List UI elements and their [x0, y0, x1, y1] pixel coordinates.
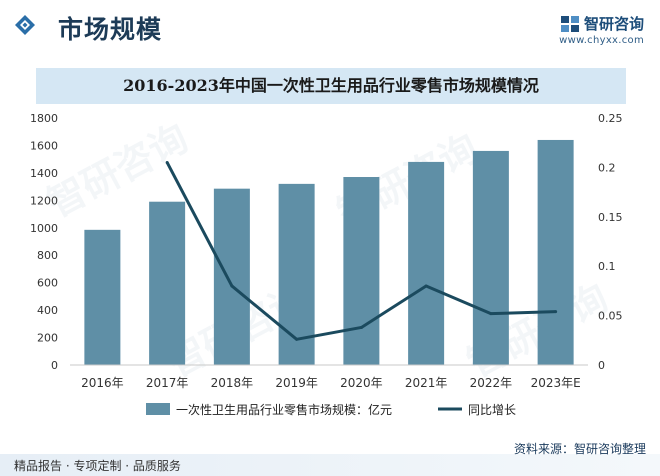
bars: [84, 139, 574, 365]
x-tick-label: 2016年: [81, 376, 124, 390]
y-tick-label-left: 1200: [30, 194, 58, 207]
bar-3: [278, 183, 315, 365]
bar-4: [343, 177, 380, 365]
y-tick-label-left: 1400: [30, 167, 58, 180]
legend-line-label: 同比增长: [468, 403, 516, 417]
y-tick-label-left: 1600: [30, 139, 58, 152]
growth-point-7: [554, 310, 558, 314]
footer-slogan: 精品报告 · 专项定制 · 品质服务: [14, 459, 181, 473]
chart-title: 2016-2023年中国一次性卫生用品行业零售市场规模情况: [123, 76, 539, 95]
brand-name: 智研咨询: [583, 15, 644, 33]
brand: 智研咨询 www.chyxx.com: [559, 13, 644, 46]
brand-logo-icon: [560, 15, 579, 32]
right-axis: 0 0.05 0.1 0.15 0.2 0.25: [598, 112, 623, 372]
bar-1: [149, 201, 186, 365]
x-tick-label: 2019年: [275, 376, 318, 390]
y-tick-label-right: 0.1: [598, 260, 616, 273]
y-tick-label-left: 1000: [30, 222, 58, 235]
legend-bar-label: 一次性卫生用品行业零售市场规模：亿元: [176, 402, 392, 417]
y-tick-label-right: 0.15: [598, 211, 623, 224]
y-tick-label-right: 0.25: [598, 112, 623, 125]
x-tick-label: 2022年: [470, 376, 513, 390]
bar-0: [84, 229, 121, 365]
section-title: 市场规模: [58, 15, 163, 44]
bar-2: [213, 188, 250, 365]
x-tick-label: 2017年: [146, 376, 189, 390]
growth-point-6: [489, 312, 493, 316]
y-tick-label-right: 0.2: [598, 161, 616, 174]
growth-point-3: [295, 337, 299, 341]
growth-point-1: [165, 160, 169, 164]
x-tick-label: 2021年: [405, 376, 448, 390]
x-tick-label: 2020年: [340, 376, 383, 390]
left-axis: 0 200 400 600 800 1000 1200 1400 1600 1800: [30, 112, 58, 372]
y-tick-label-left: 1800: [30, 112, 58, 125]
source-note: 资料来源：智研咨询整理: [513, 442, 646, 456]
growth-line: [165, 160, 558, 341]
x-axis: 2016年 2017年 2018年 2019年 2020年 2021年 2022年 2023年…: [70, 364, 588, 390]
brand-url[interactable]: www.chyxx.com: [559, 35, 644, 46]
title-band: [36, 68, 626, 104]
header: 市场规模 智研咨询 www.chyxx.com: [0, 0, 660, 58]
y-tick-label-right: 0: [598, 359, 605, 372]
bar-7: [537, 139, 574, 365]
y-tick-label-left: 600: [37, 277, 58, 290]
diamond-icon: [15, 15, 35, 35]
footer-bar: [0, 454, 660, 476]
legend-bar-swatch: [146, 403, 170, 415]
y-tick-label-left: 800: [37, 249, 58, 262]
growth-point-2: [230, 284, 234, 288]
y-tick-label-left: 200: [37, 332, 58, 345]
bar-6: [472, 150, 509, 365]
growth-point-4: [359, 325, 363, 329]
x-tick-label: 2023年E: [531, 376, 581, 390]
y-tick-label-left: 0: [51, 359, 58, 372]
y-tick-label-right: 0.05: [598, 310, 623, 323]
x-tick-label: 2018年: [211, 376, 254, 390]
legend: 一次性卫生用品行业零售市场规模：亿元 同比增长: [146, 402, 516, 417]
growth-point-5: [424, 284, 428, 288]
bar-5: [408, 161, 445, 365]
y-tick-label-left: 400: [37, 304, 58, 317]
